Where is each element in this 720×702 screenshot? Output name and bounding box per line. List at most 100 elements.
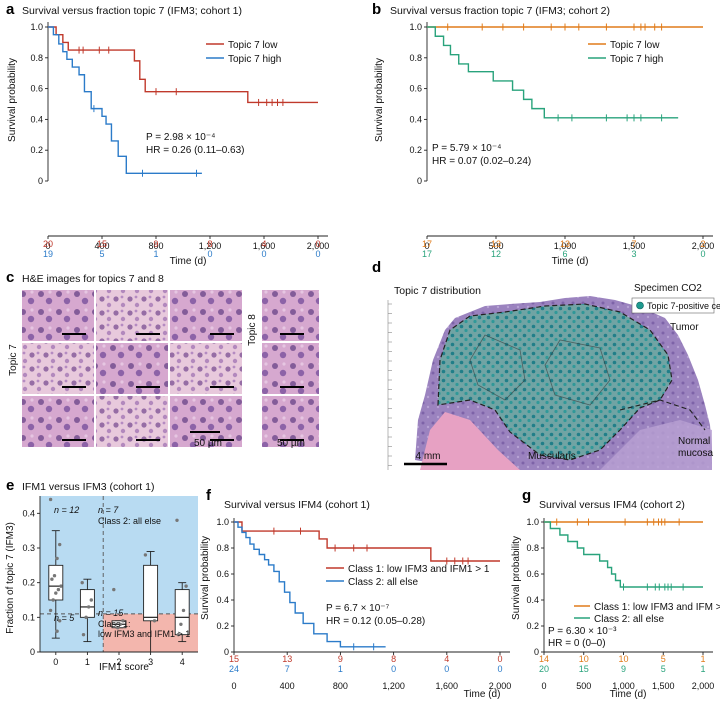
x-tick-label: 1,500 (623, 241, 646, 251)
risk-count: 10 (618, 654, 628, 664)
y-tick-label: 0 (417, 176, 422, 186)
he-tile-topic7 (22, 396, 94, 447)
panel-g-xlabel: Time (d) (610, 689, 647, 700)
panel-a-title: Survival versus fraction topic 7 (IFM3; … (22, 5, 242, 17)
legend-topic7-low: Topic 7 low (610, 40, 660, 51)
panel-e-title: IFM1 versus IFM3 (cohort 1) (22, 481, 154, 493)
x-tick-label: 800 (148, 241, 163, 251)
panel-f-xlabel: Time (d) (464, 689, 501, 700)
panel-b-pvalue: P = 5.79 × 10⁻⁴ (432, 143, 501, 154)
data-point (50, 577, 54, 581)
x-tick-label: 0 (424, 241, 429, 251)
risk-count: 17 (422, 249, 432, 259)
risk-count: 1 (153, 249, 158, 259)
data-point (80, 580, 84, 585)
legend-class1: Class 1: low IFM3 and IFM1 > 1 (348, 564, 490, 575)
risk-count: 9 (153, 239, 158, 249)
x-tick-label: 3 (148, 657, 153, 667)
x-tick-label: 800 (333, 681, 348, 691)
panel-b-ylabel: Survival probability (374, 58, 385, 142)
risk-count: 0 (700, 249, 705, 259)
y-tick-label: 0.8 (409, 53, 422, 63)
x-tick-label: 500 (488, 241, 503, 251)
risk-count: 17 (422, 239, 432, 249)
class2-region (40, 496, 198, 614)
y-tick-label: 0 (38, 176, 43, 186)
risk-count: 10 (579, 654, 589, 664)
topic8-label: Topic 8 (247, 314, 258, 346)
panel-label-d: d (372, 259, 381, 276)
x-tick-label: 400 (94, 241, 109, 251)
legend-topic7-high: Topic 7 high (610, 54, 663, 65)
he-tile-topic8 (262, 290, 319, 341)
risk-count: 4 (444, 654, 449, 664)
scale-label-left: 50 µm (194, 438, 222, 449)
y-tick-label: 0.2 (22, 578, 35, 588)
panel-g: g Survival versus IFM4 (cohort 2) Surviv… (511, 487, 720, 700)
y-tick-label: 0.2 (409, 145, 422, 155)
risk-count: 4 (261, 239, 266, 249)
data-point (176, 632, 180, 637)
panel-f-title: Survival versus IFM4 (cohort 1) (224, 499, 370, 511)
data-point (58, 619, 62, 623)
data-point (55, 629, 59, 633)
x-tick-label: 400 (280, 681, 295, 691)
class1-label-line1: Class 1: (98, 619, 131, 629)
x-tick-label: 2,000 (489, 681, 512, 691)
risk-count: 12 (491, 249, 501, 259)
risk-count: 13 (560, 239, 570, 249)
risk-count: 0 (315, 249, 320, 259)
data-point (55, 556, 59, 561)
risk-count: 1 (700, 664, 705, 674)
x-tick-label: 1,000 (612, 681, 635, 691)
panel-label-b: b (372, 1, 381, 18)
km-curve (48, 26, 202, 174)
risk-count: 5 (661, 654, 666, 664)
panel-a-xlabel: Time (d) (170, 256, 207, 267)
y-tick-label: 0.6 (526, 569, 539, 579)
panel-g-legend: Class 1: low IFM3 and IFM > 1 Class 2: a… (574, 602, 720, 625)
data-point (175, 518, 179, 522)
x-tick-label: 0 (541, 681, 546, 691)
mucosa-label: mucosa (678, 448, 713, 459)
he-tile-topic8 (262, 343, 319, 394)
data-point (81, 632, 86, 637)
panel-c: c H&E images for topics 7 and 8 Topic 7 … (6, 269, 319, 449)
specimen-label: Specimen CO2 (634, 283, 702, 294)
risk-count: 6 (562, 249, 567, 259)
y-tick-label: 1.0 (216, 517, 229, 527)
panel-b-hr: HR = 0.07 (0.02–0.24) (432, 156, 531, 167)
risk-count: 0 (391, 664, 396, 674)
y-tick-label: 0.6 (30, 84, 43, 94)
panel-d-legend: Topic 7-positive cells (647, 301, 720, 311)
legend-topic7-high: Topic 7 high (228, 54, 281, 65)
panel-label-g: g (522, 487, 531, 504)
panel-g-hr: HR = 0 (0–0) (548, 638, 606, 649)
label-n15: n = 15 (98, 608, 124, 618)
risk-count: 1 (700, 654, 705, 664)
y-tick-label: 0.3 (22, 543, 35, 553)
data-point (52, 574, 57, 578)
data-point (48, 608, 53, 613)
data-point (51, 598, 55, 602)
he-tile-topic7 (170, 290, 242, 341)
risk-count: 20 (539, 664, 549, 674)
risk-count: 0 (444, 664, 449, 674)
label-n7: n = 7 (98, 505, 119, 515)
box (143, 564, 159, 622)
panel-b-legend: Topic 7 low Topic 7 high (588, 40, 663, 65)
muscularis-region (420, 412, 520, 470)
panel-d-scale-label: 4 mm (416, 451, 441, 462)
y-tick-label: 0.4 (30, 114, 43, 124)
risk-count: 7 (631, 239, 636, 249)
y-tick-label: 1.0 (409, 22, 422, 32)
panel-b-title: Survival versus fraction topic 7 (IFM3; … (390, 5, 610, 17)
risk-count: 15 (229, 654, 239, 664)
box (79, 589, 95, 618)
data-point (121, 619, 125, 623)
risk-count: 0 (497, 654, 502, 664)
x-tick-label: 1,200 (382, 681, 405, 691)
y-tick-label: 0.8 (30, 53, 43, 63)
he-tile-topic7 (170, 396, 242, 447)
legend-topic7-low: Topic 7 low (228, 40, 278, 51)
